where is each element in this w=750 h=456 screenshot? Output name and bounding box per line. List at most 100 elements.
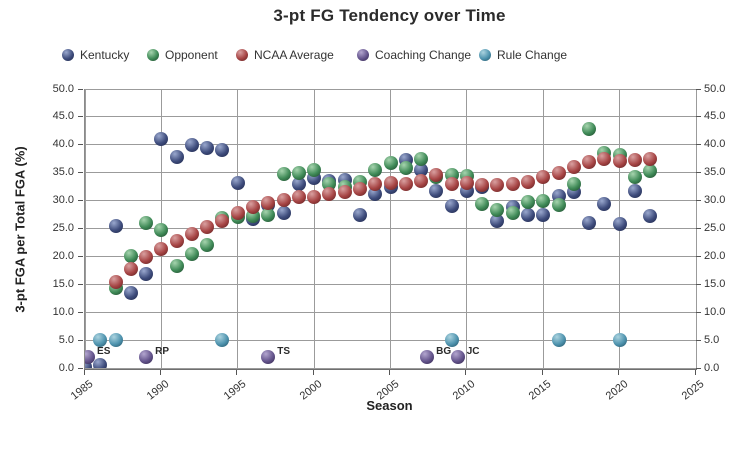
y-axis-label-left: 35.0 (52, 166, 74, 179)
data-point-kentucky (612, 217, 627, 232)
data-point-kentucky (276, 206, 291, 221)
y-tick-left (78, 200, 83, 202)
data-point-ncaa-average (414, 173, 429, 188)
data-point-kentucky (139, 267, 154, 282)
data-point-ncaa-average (276, 193, 291, 208)
y-axis-label-right: 45.0 (704, 110, 726, 123)
x-axis-title: Season (366, 398, 413, 413)
data-point-opponent (490, 202, 505, 217)
legend-marker-coaching-change (357, 49, 369, 61)
y-tick-right (696, 228, 701, 229)
legend-label: Rule Change (497, 48, 568, 62)
coaching-change-label-jc: JC (466, 345, 480, 357)
y-axis-label-right: 0.0 (704, 361, 720, 374)
y-tick-right (696, 311, 701, 313)
x-tick (236, 370, 238, 375)
data-point-kentucky (123, 285, 138, 300)
data-point-opponent (123, 249, 138, 264)
y-axis-label-left: 45.0 (52, 110, 74, 123)
y-axis-label-right: 35.0 (704, 166, 726, 179)
data-point-kentucky (230, 176, 245, 191)
gridline-x-2015 (542, 89, 544, 368)
y-axis-label-right: 20.0 (704, 249, 726, 262)
rule-change-marker (93, 333, 108, 348)
data-point-opponent (276, 167, 291, 182)
rule-change-marker (108, 333, 123, 348)
data-point-ncaa-average (261, 196, 276, 211)
coaching-change-marker-jc (450, 349, 465, 364)
data-point-ncaa-average (429, 168, 444, 183)
data-point-kentucky (520, 208, 535, 223)
y-tick-left (78, 311, 83, 313)
y-axis-label-right: 50.0 (704, 82, 726, 95)
y-axis-label-left: 25.0 (52, 222, 74, 234)
data-point-kentucky (169, 149, 184, 164)
data-point-opponent (184, 246, 199, 261)
coaching-change-marker-es (85, 349, 96, 364)
y-axis-label-right: 5.0 (704, 333, 720, 346)
data-point-ncaa-average (200, 219, 215, 234)
data-point-ncaa-average (520, 175, 535, 190)
data-point-opponent (566, 176, 581, 191)
data-point-ncaa-average (383, 176, 398, 191)
y-tick-left (78, 172, 83, 174)
data-point-ncaa-average (597, 151, 612, 166)
rule-change-marker (551, 333, 566, 348)
data-point-kentucky (93, 358, 108, 368)
rule-change-marker (612, 333, 627, 348)
y-axis-label-left: 20.0 (52, 249, 74, 262)
gridline-x-1985 (84, 89, 86, 368)
data-point-kentucky (184, 138, 199, 153)
data-point-ncaa-average (627, 153, 642, 168)
y-tick-right (696, 367, 701, 369)
x-tick (541, 370, 543, 375)
x-tick (159, 370, 161, 375)
data-point-kentucky (108, 218, 123, 233)
data-point-opponent (169, 259, 184, 274)
data-point-ncaa-average (643, 151, 658, 166)
data-point-kentucky (627, 183, 642, 198)
y-tick-right (696, 88, 701, 90)
data-point-ncaa-average (398, 177, 413, 192)
data-point-ncaa-average (169, 234, 184, 249)
data-point-ncaa-average (444, 177, 459, 192)
data-point-kentucky (85, 359, 92, 368)
data-point-kentucky (291, 176, 306, 191)
coaching-change-label-rp: RP (155, 345, 169, 357)
x-tick (312, 370, 314, 375)
data-point-ncaa-average (551, 165, 566, 180)
x-tick (389, 370, 390, 375)
data-point-kentucky (582, 216, 597, 231)
data-point-ncaa-average (490, 177, 505, 192)
data-point-layer: ES RP TS BG JC (85, 89, 696, 368)
y-tick-right (696, 172, 701, 174)
data-point-kentucky (215, 143, 230, 158)
data-point-ncaa-average (215, 213, 230, 228)
data-point-ncaa-average (184, 227, 199, 242)
data-point-opponent (475, 196, 490, 211)
data-point-opponent (307, 163, 322, 178)
gridline-x-2010 (466, 89, 468, 368)
coaching-change-label-bg: BG (436, 345, 452, 357)
data-point-opponent (582, 122, 597, 137)
y-axis-label-left: 0.0 (58, 361, 74, 374)
coaching-change-marker-bg (420, 349, 435, 364)
y-tick-right (696, 200, 701, 202)
data-point-ncaa-average (505, 177, 520, 192)
chart-title: 3-pt FG Tendency over Time (273, 6, 506, 25)
legend-item-rule-change: Rule Change (479, 48, 567, 62)
data-point-kentucky (352, 207, 367, 222)
data-point-ncaa-average (307, 189, 322, 204)
data-point-ncaa-average (154, 241, 169, 256)
x-tick (83, 370, 85, 375)
data-point-ncaa-average (123, 261, 138, 276)
x-tick (465, 370, 467, 375)
data-point-opponent (398, 161, 413, 176)
plot-area: ES RP TS BG JC (84, 88, 697, 370)
legend-marker-rule-change (479, 49, 491, 61)
legend-item-opponent: Opponent (147, 48, 218, 62)
gridline-x-1995 (237, 89, 239, 368)
gridline-x-2005 (390, 89, 391, 368)
legend-label: NCAA Average (254, 48, 334, 62)
rule-change-marker (444, 333, 459, 348)
